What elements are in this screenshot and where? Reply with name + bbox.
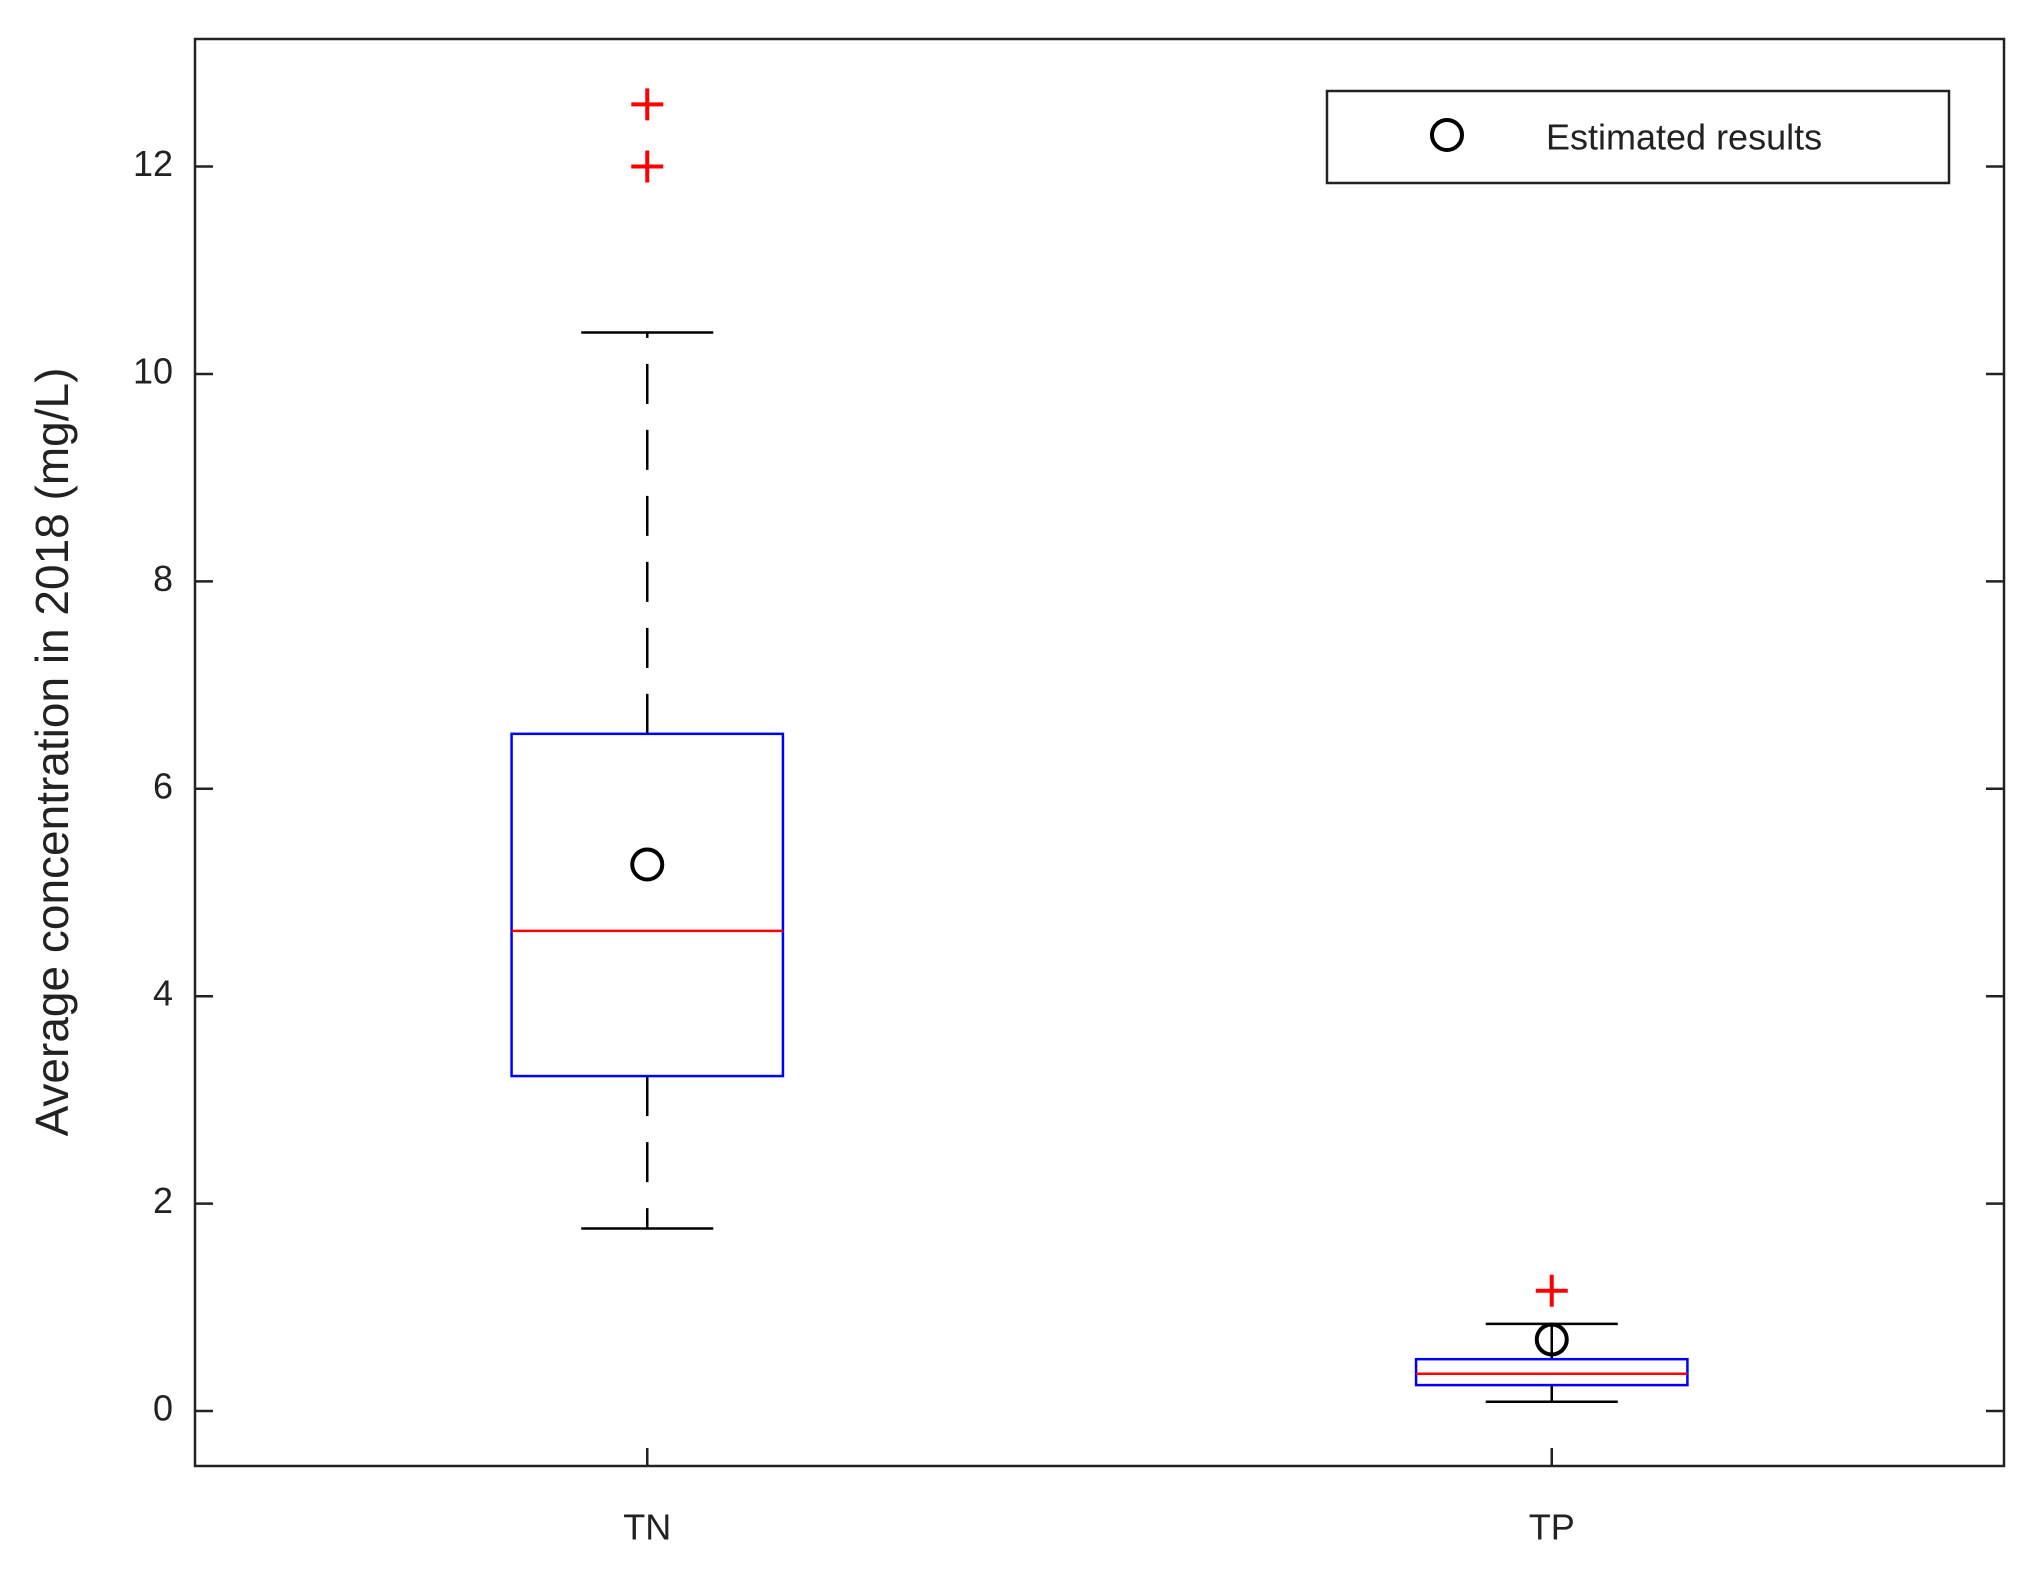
y-tick-label: 0 <box>153 1388 173 1429</box>
outlier <box>1535 1274 1568 1307</box>
y-tick-label: 10 <box>133 350 173 391</box>
legend-label: Estimated results <box>1546 117 1822 158</box>
estimated-marker <box>1534 1322 1569 1357</box>
estimated-marker <box>630 847 665 882</box>
box <box>510 732 785 1078</box>
outlier <box>631 88 664 121</box>
y-tick-label: 4 <box>153 973 173 1014</box>
legend-marker <box>1430 118 1464 152</box>
y-tick-label: 6 <box>153 765 173 806</box>
x-tick-label: TN <box>623 1507 671 1548</box>
outlier <box>631 150 664 183</box>
x-tick-label: TP <box>1529 1507 1575 1548</box>
y-tick-label: 2 <box>153 1180 173 1221</box>
y-axis-label: Average concentration in 2018 (mg/L) <box>26 368 78 1137</box>
y-tick-label: 8 <box>153 558 173 599</box>
y-tick-label: 12 <box>133 143 173 184</box>
plot-frame <box>193 37 2006 1468</box>
box <box>1414 1357 1689 1387</box>
